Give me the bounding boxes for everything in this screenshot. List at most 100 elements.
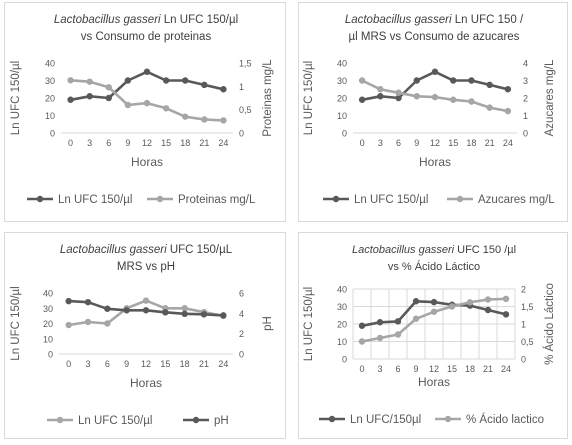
data-point — [504, 86, 512, 93]
x-tick-label: 24 — [503, 138, 513, 148]
chart-panel-azucares: Lactobacillus gasseri Ln UFC 150 / µl MRS… — [298, 2, 568, 222]
data-point — [143, 99, 151, 107]
y-left-tick-label: 10 — [45, 111, 55, 121]
data-point — [220, 86, 227, 93]
x-tick-label: 18 — [180, 359, 190, 369]
y-left-tick-label: 30 — [337, 76, 347, 86]
y-right-tick-label: 2 — [239, 329, 244, 339]
data-point — [181, 305, 188, 312]
x-axis-title: Horas — [419, 155, 451, 169]
x-tick-label: 21 — [485, 138, 495, 148]
x-tick-label: 0 — [66, 359, 71, 369]
data-point — [504, 107, 512, 115]
x-tick-label: 24 — [218, 138, 228, 148]
data-point — [502, 311, 510, 318]
chart-subtitle: µl MRS vs Consumo de azucares — [349, 31, 520, 43]
data-point — [84, 298, 92, 306]
data-point — [412, 315, 420, 322]
data-point — [86, 93, 93, 100]
data-point — [376, 319, 384, 326]
y-right-tick-label: 0 — [523, 129, 528, 139]
data-point — [86, 78, 93, 85]
legend-marker — [328, 415, 336, 423]
legend-label: Ln UFC/150µl — [350, 414, 421, 426]
chart-panel-ph: Lactobacillus gasseri UFC 150/µL MRS vs p… — [4, 232, 286, 439]
y-left-tick-label: 10 — [337, 111, 347, 121]
y-right-axis-title: pH — [262, 316, 274, 331]
data-point — [468, 77, 475, 84]
x-tick-label: 24 — [218, 359, 228, 369]
data-point — [484, 306, 492, 314]
y-left-tick-label: 20 — [45, 94, 55, 104]
chart-panel-acido-lactico: Lactobacillus gasseri UFC 150 /µl vs % Ác… — [298, 232, 568, 439]
data-point — [67, 77, 74, 84]
y-right-tick-label: 3 — [523, 76, 528, 86]
data-point — [65, 297, 72, 305]
data-point — [104, 305, 111, 312]
data-point — [105, 84, 112, 91]
y-right-tick-label: 1 — [239, 82, 244, 92]
chart-subtitle: vs % Ácido Láctico — [388, 260, 480, 273]
chart-subtitle: vs Consumo de proteinas — [81, 31, 212, 43]
data-point — [67, 96, 74, 103]
x-tick-label: 21 — [199, 138, 209, 148]
x-tick-label: 12 — [142, 138, 152, 148]
legend-label: pH — [214, 415, 229, 427]
y-left-tick-label: 0 — [342, 355, 347, 365]
x-tick-label: 15 — [160, 359, 170, 369]
x-tick-label: 9 — [124, 359, 129, 369]
data-point — [502, 295, 510, 302]
chart-title-rest: UFC 150/µL — [167, 244, 233, 256]
y-left-tick-label: 10 — [337, 337, 347, 347]
y-right-tick-label: 0 — [239, 129, 244, 139]
y-right-tick-label: 0,5 — [239, 105, 252, 115]
data-point — [123, 307, 130, 314]
x-tick-label: 9 — [414, 138, 419, 148]
y-right-tick-label: 4 — [523, 59, 528, 69]
x-tick-label: 6 — [105, 359, 110, 369]
data-point — [486, 104, 493, 111]
data-point — [104, 320, 111, 327]
y-right-tick-label: 1 — [523, 111, 528, 121]
x-tick-label: 21 — [199, 359, 209, 369]
chart-title: Lactobacillus gasseri UFC 150 /µl — [352, 244, 516, 256]
x-tick-label: 0 — [68, 138, 73, 148]
data-point — [431, 68, 439, 75]
chart-title: Lactobacillus gasseri UFC 150/µL — [60, 244, 233, 256]
legend-marker — [192, 416, 200, 424]
chart-panel-proteinas: Lactobacillus gasseri Ln UFC 150/µl vs Co… — [4, 2, 286, 222]
chart-title-rest: UFC 150 /µl — [454, 244, 516, 256]
data-point — [182, 113, 189, 120]
y-left-tick-label: 40 — [337, 285, 347, 295]
data-point — [430, 308, 438, 315]
x-tick-label: 12 — [430, 138, 440, 148]
x-axis-title: Horas — [131, 155, 163, 169]
data-point — [413, 93, 420, 100]
data-point — [358, 77, 366, 84]
x-tick-label: 12 — [429, 364, 439, 374]
x-tick-label: 0 — [359, 364, 364, 374]
y-right-tick-label: 1,5 — [521, 302, 534, 312]
data-point — [65, 321, 72, 329]
data-point — [395, 89, 402, 96]
chart-title-italic: Lactobacillus gasseri — [352, 244, 455, 256]
data-point — [182, 77, 189, 84]
data-point — [466, 299, 474, 306]
series-line-1 — [70, 70, 224, 102]
x-tick-label: 18 — [466, 138, 476, 148]
chart-title: Lactobacillus gasseri Ln UFC 150 / — [345, 14, 524, 26]
x-tick-label: 6 — [395, 364, 400, 374]
y-right-tick-label: 4 — [239, 309, 244, 319]
data-point — [448, 303, 456, 310]
y-left-axis-title: Ln UFC 150/µl — [10, 286, 22, 360]
data-point — [162, 77, 170, 84]
data-point — [377, 93, 384, 100]
data-point — [124, 77, 132, 84]
y-left-axis-title: Ln UFC 150/µl — [303, 287, 315, 361]
data-point — [142, 307, 150, 314]
y-left-tick-label: 20 — [43, 319, 53, 329]
legend-label: Ln UFC 150/µl — [78, 415, 152, 427]
y-right-axis-title: % Ácido Láctico — [543, 283, 556, 365]
data-point — [220, 312, 227, 319]
y-right-tick-label: 0 — [239, 350, 244, 360]
